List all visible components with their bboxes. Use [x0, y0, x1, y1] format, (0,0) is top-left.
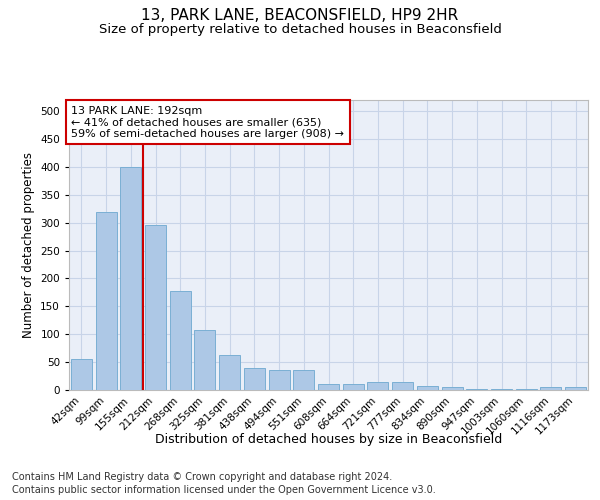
Text: 13, PARK LANE, BEACONSFIELD, HP9 2HR: 13, PARK LANE, BEACONSFIELD, HP9 2HR: [142, 8, 458, 22]
Bar: [516, 389, 537, 390]
Bar: [120, 167, 141, 390]
Bar: [145, 226, 166, 390]
Bar: [318, 384, 339, 390]
Text: Contains HM Land Registry data © Crown copyright and database right 2024.: Contains HM Land Registry data © Crown c…: [12, 472, 392, 482]
Bar: [565, 387, 586, 390]
Bar: [343, 384, 364, 390]
Bar: [367, 382, 388, 390]
Bar: [491, 389, 512, 390]
Bar: [269, 370, 290, 390]
Bar: [466, 389, 487, 390]
Bar: [71, 360, 92, 390]
Text: Distribution of detached houses by size in Beaconsfield: Distribution of detached houses by size …: [155, 432, 502, 446]
Bar: [219, 356, 240, 390]
Bar: [417, 386, 438, 390]
Bar: [95, 212, 116, 390]
Bar: [541, 387, 562, 390]
Text: 13 PARK LANE: 192sqm
← 41% of detached houses are smaller (635)
59% of semi-deta: 13 PARK LANE: 192sqm ← 41% of detached h…: [71, 106, 344, 139]
Bar: [244, 368, 265, 390]
Bar: [194, 330, 215, 390]
Bar: [293, 370, 314, 390]
Text: Contains public sector information licensed under the Open Government Licence v3: Contains public sector information licen…: [12, 485, 436, 495]
Text: Size of property relative to detached houses in Beaconsfield: Size of property relative to detached ho…: [98, 22, 502, 36]
Y-axis label: Number of detached properties: Number of detached properties: [22, 152, 35, 338]
Bar: [170, 290, 191, 390]
Bar: [442, 387, 463, 390]
Bar: [392, 382, 413, 390]
